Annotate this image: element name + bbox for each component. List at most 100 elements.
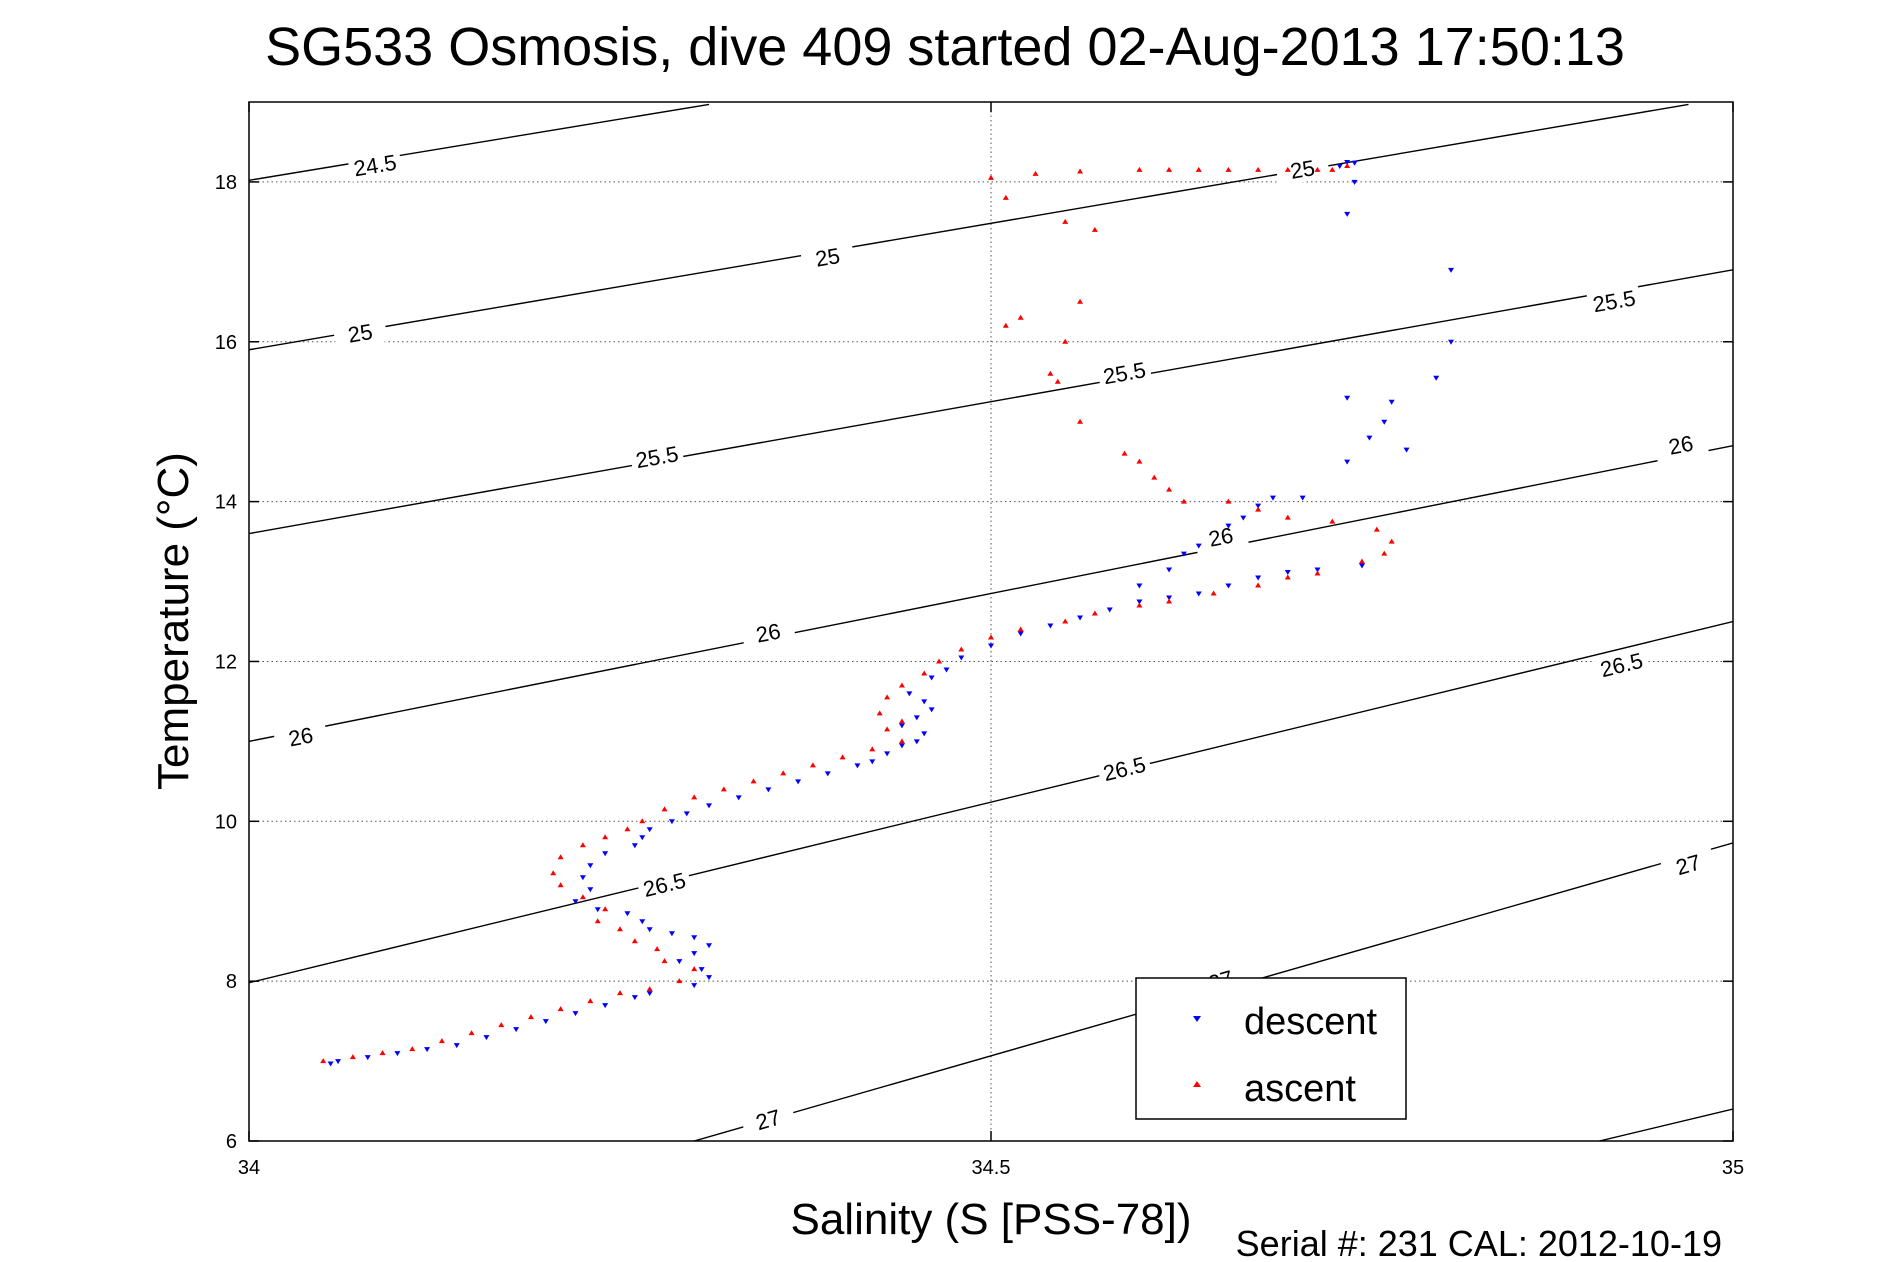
legend-descent-label: descent	[1244, 1001, 1378, 1043]
ascent-point	[1062, 338, 1069, 344]
ascent-point	[988, 174, 994, 180]
descent-point	[1314, 567, 1321, 573]
descent-point	[624, 911, 631, 917]
descent-point	[572, 899, 579, 905]
descent-point	[646, 991, 653, 997]
ascent-point	[579, 894, 586, 900]
descent-point	[602, 851, 609, 857]
series-descent	[327, 159, 1455, 1067]
contour-label: 26	[1667, 431, 1696, 460]
ascent-point	[1195, 166, 1202, 172]
ascent-point	[720, 786, 727, 792]
contour-label-bg	[1096, 355, 1153, 391]
ascent-point	[654, 946, 661, 952]
ascent-point	[1166, 598, 1173, 604]
descent-point	[646, 827, 653, 833]
descent-point	[1284, 569, 1291, 575]
descent-point	[453, 1043, 460, 1049]
descent-point	[1225, 523, 1232, 529]
descent-point	[1166, 567, 1173, 573]
descent-point	[913, 739, 920, 745]
contour-label-bg	[332, 315, 388, 350]
ascent-point	[1151, 474, 1158, 480]
ascent-point	[639, 818, 646, 824]
legend-box	[1135, 977, 1407, 1120]
descent-point	[1299, 495, 1306, 501]
x-tick-label: 34	[238, 1157, 260, 1179]
y-axis-label: Temperature (°C)	[149, 452, 198, 790]
descent-point	[691, 951, 698, 957]
descent-point	[921, 731, 928, 737]
legend-descent-marker	[1193, 1016, 1201, 1022]
descent-point	[1136, 583, 1143, 589]
descent-point	[668, 819, 675, 825]
descent-point	[943, 667, 950, 673]
contour-label-bg	[1095, 749, 1153, 788]
contour-label: 26	[754, 618, 783, 647]
descent-point	[1433, 375, 1440, 381]
ascent-point	[1225, 498, 1232, 504]
descent-point	[1351, 160, 1358, 166]
y-tick-label: 8	[226, 971, 237, 993]
y-tick-label: 10	[215, 811, 237, 833]
descent-point	[1381, 419, 1388, 425]
y-tick-label: 16	[215, 332, 237, 354]
ascent-point	[1284, 574, 1291, 580]
descent-point	[1351, 179, 1358, 185]
descent-point	[928, 675, 935, 681]
descent-point	[587, 863, 594, 869]
descent-point	[854, 763, 861, 769]
contour-label-bg	[635, 865, 693, 904]
descent-point	[1166, 595, 1173, 601]
contour-label-bg	[740, 614, 797, 651]
legend: descent ascent	[1135, 977, 1407, 1120]
x-axis-label: Salinity (S [PSS-78])	[790, 1195, 1191, 1244]
ascent-point	[1344, 162, 1351, 168]
ascent-point	[1032, 170, 1039, 176]
axis-ticks: 34 34.5 35 6 8 10 12 14 16 18	[215, 102, 1744, 1179]
ascent-point	[1091, 610, 1098, 616]
descent-point	[513, 1027, 520, 1033]
descent-point	[1077, 615, 1084, 621]
contour-label: 25	[814, 243, 842, 272]
ascent-point	[1255, 166, 1262, 172]
descent-point	[795, 779, 802, 785]
descent-point	[706, 943, 713, 949]
descent-point	[1344, 459, 1351, 465]
legend-ascent-label: ascent	[1244, 1068, 1356, 1110]
descent-point	[483, 1035, 490, 1041]
ascent-point	[587, 998, 594, 1004]
contour-label-bg	[1652, 426, 1709, 463]
contour-line-25	[249, 103, 1689, 351]
descent-point	[676, 959, 683, 965]
ascent-point	[579, 842, 586, 848]
descent-point	[691, 935, 698, 941]
contour-line-24.5	[249, 103, 710, 182]
ascent-point	[550, 870, 557, 876]
descent-point	[424, 1047, 431, 1053]
ascent-point	[1166, 486, 1173, 492]
descent-point	[928, 707, 935, 713]
descent-point	[706, 803, 713, 809]
ascent-point	[1121, 450, 1128, 456]
descent-point	[364, 1055, 371, 1061]
ascent-point	[1054, 378, 1061, 384]
contour-label: 25	[1288, 155, 1316, 184]
descent-point	[1269, 495, 1276, 501]
ascent-point	[1002, 322, 1009, 328]
descent-point	[1344, 395, 1351, 401]
ascent-point	[624, 826, 631, 832]
ascent-point	[1381, 550, 1388, 556]
descent-point	[542, 1019, 549, 1025]
descent-point	[698, 967, 705, 973]
descent-point	[1366, 435, 1373, 441]
ascent-point	[780, 770, 787, 776]
plot-area	[249, 102, 1733, 1141]
descent-point	[1359, 563, 1365, 569]
descent-point	[958, 655, 965, 661]
ascent-point	[468, 1030, 475, 1036]
contour-label-bg	[1659, 844, 1717, 884]
ascent-point	[1136, 166, 1143, 172]
ascent-point	[594, 918, 601, 924]
